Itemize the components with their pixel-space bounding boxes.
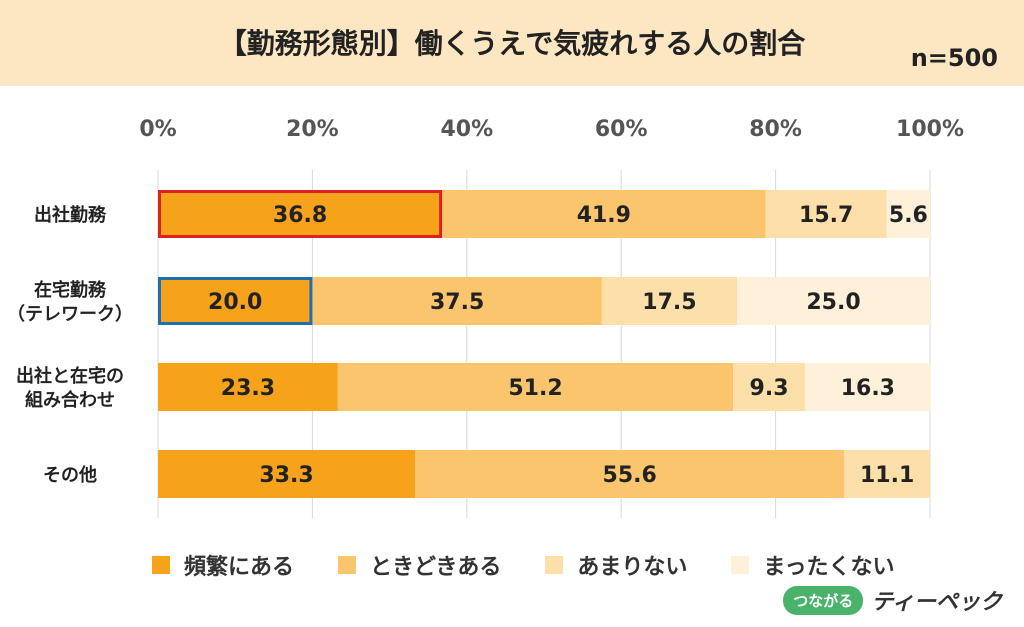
category-label: 出社勤務 — [34, 204, 107, 226]
data-label: 51.2 — [508, 376, 562, 401]
bar-segment — [158, 363, 338, 411]
legend-swatch — [731, 556, 750, 574]
legend: 頻繁にある ときどきある あまりない まったくない — [152, 548, 939, 582]
bar-segment — [312, 277, 602, 325]
legend-item: ときどきある — [338, 549, 501, 581]
x-tick-label: 100% — [896, 117, 964, 142]
data-label: 16.3 — [841, 376, 895, 401]
bar-segment — [765, 190, 887, 238]
category-label: （テレワーク） — [7, 304, 133, 325]
bar-segment — [733, 363, 805, 411]
legend-swatch — [338, 556, 357, 574]
sample-size: n=500 — [910, 44, 998, 72]
x-tick-label: 0% — [139, 117, 176, 142]
legend-label: 頻繁にある — [184, 555, 295, 580]
chart-title: 【勤務形態別】働くうえで気疲れする人の割合 — [218, 27, 806, 60]
bar-segment — [844, 450, 930, 498]
data-label: 36.8 — [273, 203, 327, 228]
data-label: 33.3 — [259, 463, 313, 488]
category-label: 在宅勤務 — [34, 279, 107, 301]
category-label: 組み合わせ — [25, 389, 115, 411]
data-label: 17.5 — [642, 290, 696, 315]
bar-segment — [886, 190, 930, 238]
bar-segment — [804, 363, 931, 411]
legend-swatch — [545, 556, 564, 574]
logo-text: ティーペック — [871, 590, 1002, 615]
highlight-outline — [158, 190, 443, 238]
legend-item: 頻繁にある — [152, 549, 294, 581]
x-tick-label: 20% — [286, 117, 339, 142]
bar-segment — [601, 277, 737, 325]
legend-item: あまりない — [545, 549, 687, 581]
legend-item: まったくない — [731, 549, 895, 581]
bar-segment — [737, 277, 930, 325]
highlight-outline — [158, 277, 313, 325]
data-label: 5.6 — [889, 203, 928, 228]
x-tick-label: 80% — [749, 117, 802, 142]
data-label: 15.7 — [799, 203, 853, 228]
bar-segment — [158, 450, 416, 498]
legend-label: まったくない — [763, 555, 895, 580]
legend-label: あまりない — [577, 555, 688, 580]
legend-swatch — [152, 556, 170, 574]
bar-segment — [158, 277, 313, 325]
category-label: その他 — [43, 464, 97, 486]
bar-segment — [337, 363, 734, 411]
x-tick-label: 60% — [595, 117, 648, 142]
legend-label: ときどきある — [370, 555, 502, 580]
chart-header — [0, 0, 1024, 86]
bar-segment — [158, 190, 443, 238]
category-label: 出社と在宅の — [16, 365, 124, 387]
logo-badge: つながる — [783, 585, 864, 615]
data-label: 37.5 — [430, 290, 484, 315]
data-label: 23.3 — [221, 376, 275, 401]
x-tick-label: 40% — [440, 117, 493, 142]
bar-segment — [442, 190, 766, 238]
data-label: 25.0 — [806, 290, 860, 315]
data-label: 20.0 — [208, 290, 262, 315]
data-label: 11.1 — [860, 463, 914, 488]
data-label: 41.9 — [577, 203, 631, 228]
brand-logo: つながる ティーペック — [783, 584, 1002, 616]
data-label: 55.6 — [603, 463, 657, 488]
bar-segment — [415, 450, 845, 498]
data-label: 9.3 — [750, 376, 789, 401]
